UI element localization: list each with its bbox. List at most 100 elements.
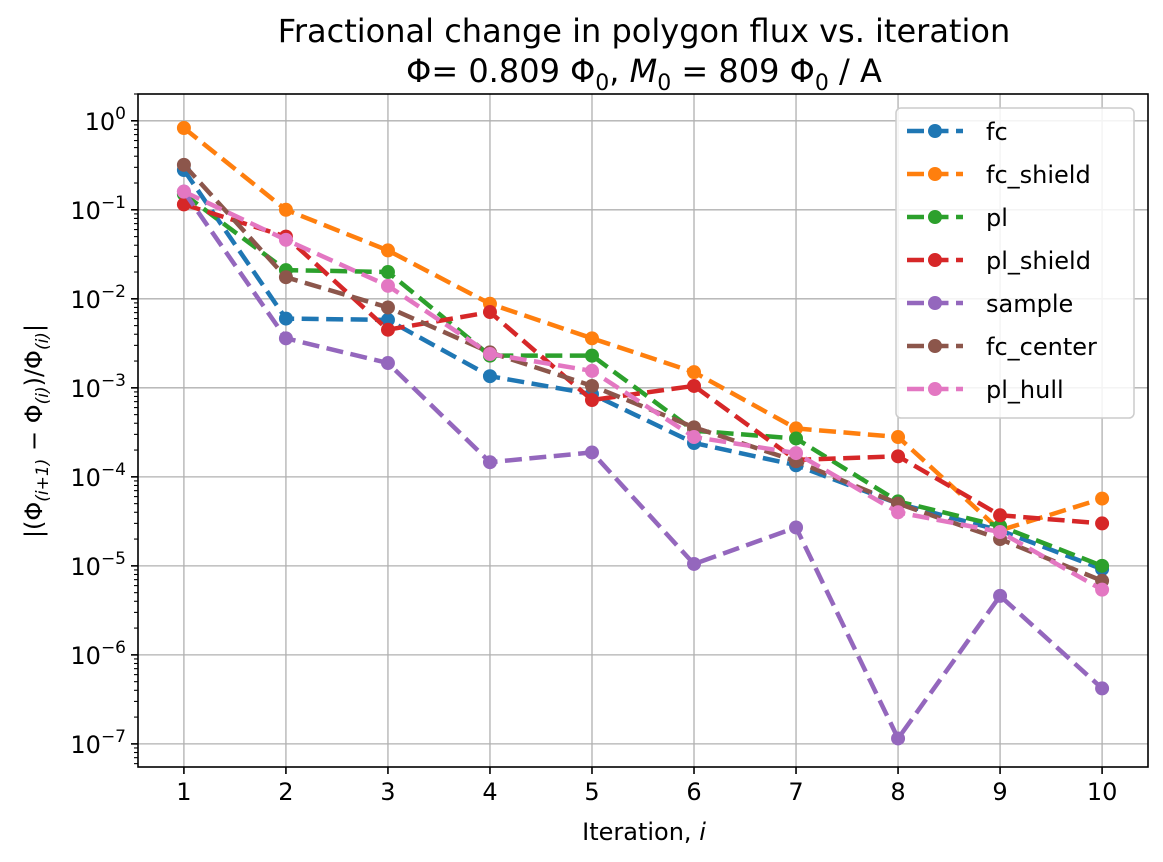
data-point	[1095, 558, 1110, 573]
data-point	[380, 300, 395, 315]
data-point	[687, 365, 702, 380]
y-tick-label: 10−2	[70, 282, 126, 314]
x-tick-label: 10	[1087, 778, 1118, 806]
series-line	[182, 190, 1104, 741]
chart-title: Fractional change in polygon flux vs. it…	[278, 12, 1010, 50]
data-point	[278, 202, 293, 217]
data-point	[687, 556, 702, 571]
legend-label: fc_center	[986, 333, 1097, 361]
data-point	[789, 446, 804, 461]
x-axis-label: Iteration, i	[582, 818, 706, 846]
y-tick-label: 10−7	[70, 727, 126, 759]
legend-item-sample: sample	[907, 290, 1073, 318]
data-point	[891, 731, 906, 746]
data-point	[176, 120, 191, 135]
y-axis-label: |(Φ(i+1) − Φ(i))/Φ(i)|	[20, 324, 53, 538]
data-point	[789, 520, 804, 535]
data-point	[584, 331, 599, 346]
data-point	[482, 346, 497, 361]
legend-label: pl_hull	[986, 376, 1064, 404]
data-point	[1095, 681, 1110, 696]
data-point	[789, 431, 804, 446]
legend-item-pl: pl	[907, 204, 1008, 232]
legend-marker	[928, 382, 942, 396]
legend-marker	[928, 253, 942, 267]
legend-marker	[928, 339, 942, 353]
series-pl-hull	[176, 184, 1110, 597]
data-point	[176, 157, 191, 172]
data-point	[278, 232, 293, 247]
x-tick-label: 6	[686, 778, 701, 806]
data-point	[789, 421, 804, 436]
legend-label: pl	[986, 204, 1008, 232]
data-point	[176, 184, 191, 199]
x-tick-label: 5	[584, 778, 599, 806]
data-point	[891, 449, 906, 464]
legend-label: sample	[986, 290, 1073, 318]
data-point	[380, 356, 395, 371]
data-point	[482, 369, 497, 384]
data-point	[1095, 582, 1110, 597]
series-line	[182, 189, 1104, 592]
x-tick-label: 7	[788, 778, 803, 806]
subtitle-m-phi-sub: 0	[815, 71, 829, 96]
data-point	[1095, 491, 1110, 506]
data-point	[380, 322, 395, 337]
subtitle-phi-eq: = 0.809 Φ	[431, 52, 595, 90]
data-point	[891, 505, 906, 520]
data-point	[584, 393, 599, 408]
data-point	[993, 508, 1008, 523]
data-point	[584, 445, 599, 460]
x-tick-label: 4	[482, 778, 497, 806]
data-point	[380, 278, 395, 293]
legend-marker	[928, 124, 942, 138]
subtitle-m-sub: 0	[657, 71, 671, 96]
legend-marker	[928, 210, 942, 224]
data-point	[380, 312, 395, 327]
data-point	[687, 420, 702, 435]
data-point	[584, 363, 599, 378]
data-point	[993, 525, 1008, 540]
series-line	[183, 202, 1103, 526]
plot-frame	[137, 93, 1149, 768]
legend-label: pl_shield	[986, 247, 1091, 275]
data-point	[176, 197, 191, 212]
legend-marker	[928, 296, 942, 310]
subtitle-units: / A	[829, 52, 882, 90]
data-point	[278, 331, 293, 346]
legend-item-fc-shield: fc_shield	[907, 161, 1091, 189]
y-tick-label: 10−3	[70, 371, 126, 403]
data-point	[891, 430, 906, 445]
subtitle-m-eq: = 809 Φ	[671, 52, 815, 90]
data-point	[584, 378, 599, 393]
y-axis-ticks: 100 10−1 10−2 10−3 10−4 10−5 10−6 10−7	[70, 93, 138, 765]
subtitle-phi-sub: 0	[595, 71, 609, 96]
legend-box	[895, 107, 1135, 419]
x-tick-label: 3	[380, 778, 395, 806]
x-axis-ticks: 1 2 3 4 5 6 7 8 9 10	[176, 767, 1117, 806]
data-point	[993, 588, 1008, 603]
data-point	[380, 243, 395, 258]
series-line	[182, 192, 1103, 568]
y-tick-label: 10−4	[70, 460, 126, 492]
x-tick-label: 9	[992, 778, 1007, 806]
subtitle-phi: Φ	[406, 52, 431, 90]
legend-item-pl-hull: pl_hull	[907, 376, 1064, 404]
legend-label: fc_shield	[986, 161, 1091, 189]
x-tick-label: 8	[890, 778, 905, 806]
series-pl-shield	[176, 197, 1110, 531]
data-point	[278, 270, 293, 285]
x-tick-label: 2	[278, 778, 293, 806]
y-tick-label: 10−1	[70, 193, 126, 225]
y-tick-label: 100	[85, 104, 126, 136]
data-point	[687, 430, 702, 445]
y-tick-label: 10−6	[70, 638, 126, 670]
series-sample	[176, 184, 1110, 746]
data-point	[584, 348, 599, 363]
chart-subtitle: Φ= 0.809 Φ0, M0 = 809 Φ0 / A	[406, 52, 882, 96]
legend-item-fc: fc	[907, 118, 1008, 146]
legend-item-fc-center: fc_center	[907, 333, 1097, 361]
series-layer	[176, 120, 1110, 746]
